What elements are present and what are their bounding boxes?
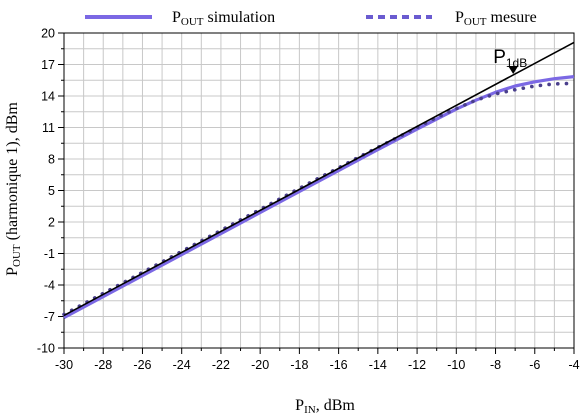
x-tick-label: -22: [212, 358, 230, 372]
plot-frame: [63, 32, 575, 349]
y-tick-label: -1: [44, 247, 55, 261]
p1db-annotation: P1dB: [493, 47, 527, 74]
grid: [63, 32, 575, 349]
x-tick-label: -14: [369, 358, 387, 372]
x-tick-labels: -30 -28 -26 -24 -22 -20 -18 -16 -14 -12 -10 -8 -6 -4: [55, 358, 580, 372]
x-tick-label: -4: [568, 358, 579, 372]
x-tick-label: -8: [490, 358, 501, 372]
legend: POUT simulation POUT mesure: [85, 9, 537, 28]
x-tick-label: -18: [290, 358, 308, 372]
legend-label-simulation: POUT simulation: [172, 9, 275, 28]
y-tick-label: -7: [44, 310, 55, 324]
x-tick-label: -28: [94, 358, 112, 372]
y-axis-title: POUT (harmonique 1), dBm: [4, 102, 23, 276]
y-tick-label: 11: [42, 121, 55, 135]
x-tick-label: -16: [330, 358, 348, 372]
y-tick-label: 8: [48, 153, 55, 167]
x-tick-label: -10: [447, 358, 465, 372]
x-tick-label: -26: [133, 358, 151, 372]
x-tick-label: -30: [55, 358, 73, 372]
y-tick-label: -10: [37, 342, 55, 356]
series-layer: [62, 41, 576, 320]
y-tick-label: 2: [48, 216, 55, 230]
p1db-marker: [508, 65, 519, 74]
series-line-mesure: [62, 81, 576, 317]
y-tick-label: 14: [41, 90, 55, 104]
y-tick-labels: -10 -7 -4 -1 2 5 8 11 14 17 20: [37, 27, 55, 356]
x-tick-label: -24: [173, 358, 191, 372]
axes: [58, 32, 575, 354]
x-tick-label: -20: [251, 358, 269, 372]
x-axis-title: PIN, dBm: [295, 397, 355, 416]
x-tick-label: -12: [408, 358, 426, 372]
legend-label-mesure: POUT mesure: [455, 9, 537, 28]
series-line-reference: [63, 41, 575, 317]
x-tick-label: -6: [529, 358, 540, 372]
y-tick-label: 20: [41, 27, 55, 41]
y-tick-label: -4: [44, 279, 55, 293]
y-tick-label: 17: [41, 58, 55, 72]
y-tick-label: 5: [48, 184, 55, 198]
